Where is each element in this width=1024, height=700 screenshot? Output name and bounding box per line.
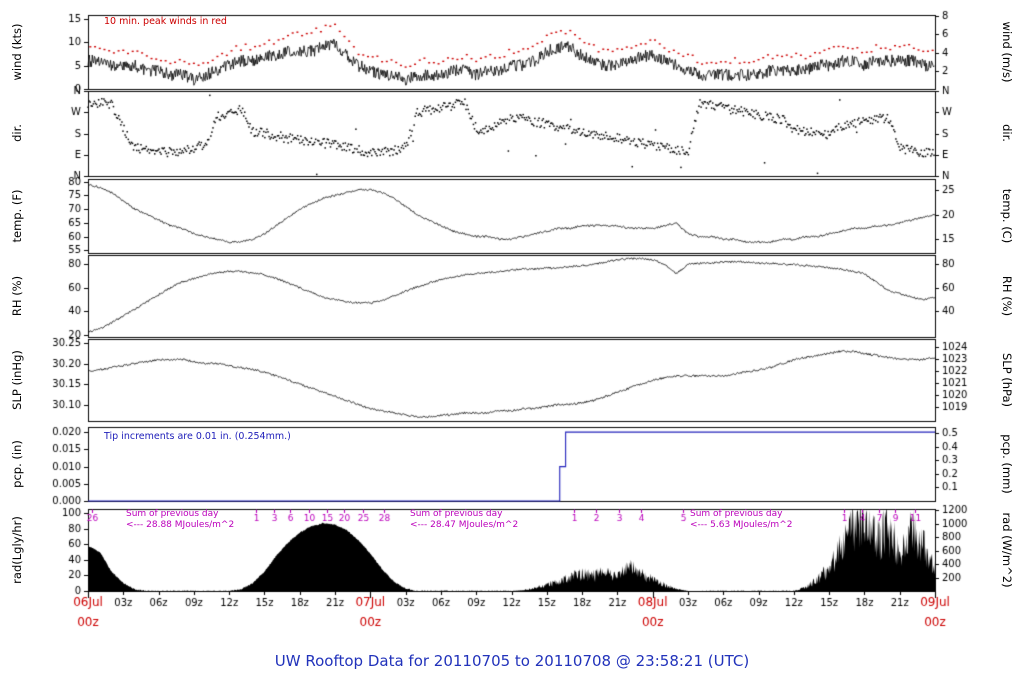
rad-daily-sum-1-line1: Sum of previous day <box>126 509 219 519</box>
rad-daily-sum-3-line2: <--- 5.63 MJoules/m^2 <box>690 519 793 530</box>
axis-title-wind-left: wind (kts) <box>10 23 24 81</box>
axis-title-pcp-right: pcp. (mm) <box>1000 434 1014 494</box>
axis-title-dir-right: dir. <box>1000 124 1014 142</box>
rad-daily-sum-2: Sum of previous day <--- 28.47 MJoules/m… <box>410 509 518 530</box>
rad-daily-sum-1-line2: <--- 28.88 MJoules/m^2 <box>126 519 235 530</box>
rad-daily-sum-2-line1: Sum of previous day <box>410 509 503 519</box>
axis-title-wind-right: wind (m/s) <box>1000 21 1014 83</box>
axis-title-temp-left: temp. (F) <box>10 189 24 243</box>
pcp-tip-annotation: Tip increments are 0.01 in. (0.254mm.) <box>104 431 291 442</box>
rad-daily-sum-2-line2: <--- 28.47 MJoules/m^2 <box>410 519 519 530</box>
axis-title-slp-right: SLP (hPa) <box>1000 352 1014 408</box>
axis-title-rh-left: RH (%) <box>10 275 24 317</box>
rad-daily-sum-1: Sum of previous day <--- 28.88 MJoules/m… <box>126 509 234 530</box>
chart-title: UW Rooftop Data for 20110705 to 20110708… <box>274 652 750 670</box>
axis-title-rad-right: rad (W/m^2) <box>1000 512 1014 588</box>
axis-title-pcp-left: pcp. (in) <box>10 440 24 488</box>
axis-title-dir-left: dir. <box>10 124 24 142</box>
axis-title-rad-left: rad(Lgly/hr) <box>10 516 24 584</box>
axis-title-rh-right: RH (%) <box>1000 275 1014 317</box>
axis-title-temp-right: temp. (C) <box>1000 188 1014 244</box>
rad-daily-sum-3: Sum of previous day <--- 5.63 MJoules/m^… <box>690 509 792 530</box>
axis-title-slp-left: SLP (inHg) <box>10 350 24 410</box>
meteogram-canvas <box>0 0 1024 648</box>
wind-peak-annotation: 10 min. peak winds in red <box>104 16 227 27</box>
rad-daily-sum-3-line1: Sum of previous day <box>690 509 783 519</box>
